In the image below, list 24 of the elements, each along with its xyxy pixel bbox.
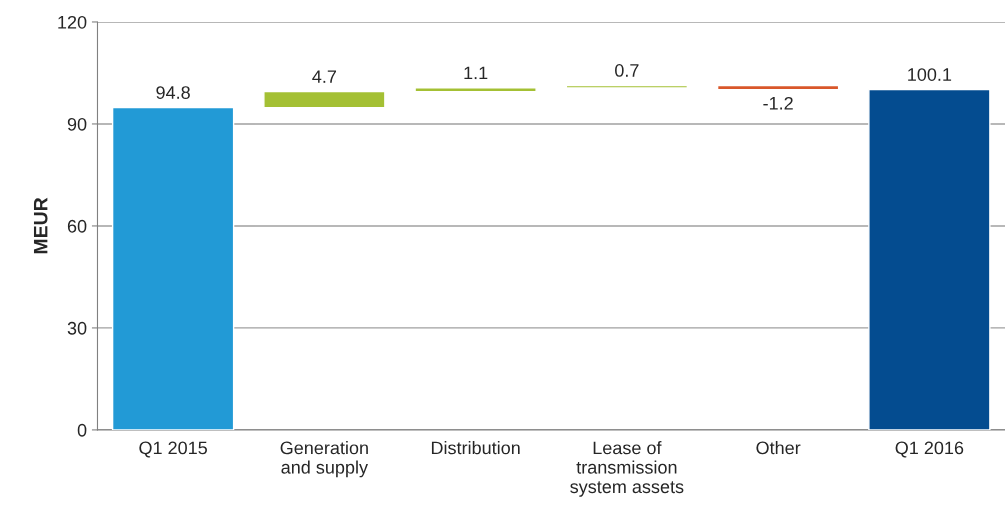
y-tick-label: 30 (67, 321, 87, 335)
y-tick-label: 0 (77, 423, 87, 437)
bar (263, 90, 386, 109)
data-label: -1.2 (763, 96, 793, 110)
data-label: 94.8 (156, 86, 190, 99)
bar (111, 106, 235, 430)
data-label: 4.7 (312, 70, 337, 83)
y-tick-label: 60 (67, 219, 87, 233)
x-tick-label: Lease of transmission system assets (570, 441, 684, 497)
x-tick-label: Q1 2016 (895, 441, 964, 458)
x-tick-label: Q1 2015 (139, 441, 207, 458)
data-label: 1.1 (464, 66, 488, 80)
x-tick-label: Distribution (431, 441, 520, 455)
x-tick-label: Generation and supply (280, 441, 368, 478)
bar (414, 87, 537, 93)
data-label: 100.1 (908, 68, 952, 81)
y-tick-label: 120 (58, 15, 87, 29)
y-axis-title: MEUR (33, 197, 48, 254)
bar (565, 84, 689, 89)
bar (868, 88, 991, 430)
bar (716, 84, 840, 91)
y-tick-label: 90 (67, 117, 87, 131)
data-label: 0.7 (615, 64, 639, 77)
x-tick-label: Other (756, 441, 801, 455)
